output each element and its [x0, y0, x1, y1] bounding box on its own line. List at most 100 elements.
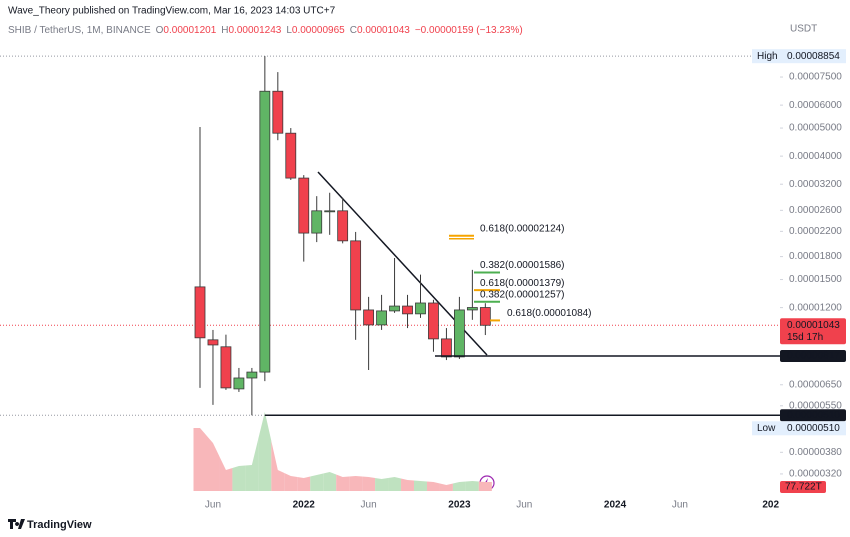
x-tick-label: Jun — [205, 500, 221, 511]
fib-label: 0.618(0.00001379) — [480, 278, 565, 289]
candle-body — [194, 286, 206, 339]
currency: USDT — [790, 24, 817, 35]
ohlc-value: 0.00001243 — [229, 25, 282, 36]
fib-label: 0.618(0.00002124) — [480, 223, 565, 234]
marker-label: High — [757, 51, 778, 62]
volume-area — [206, 435, 220, 491]
brand-logo — [8, 519, 25, 529]
last-price-badge — [780, 318, 846, 345]
volume-area — [336, 474, 350, 491]
candle-body — [350, 240, 362, 311]
y-tick-label: 0.00003200 — [789, 179, 842, 190]
candle-body — [363, 309, 375, 326]
candle-body — [220, 346, 232, 389]
y-tick-label: 0.00001800 — [789, 251, 842, 262]
y-tick-label: 0.00001200 — [789, 302, 842, 313]
marker-label: Low — [757, 423, 776, 434]
marker-badge — [752, 49, 846, 64]
symbol-line: SHIB / TetherUS, 1M, BINANCE O0.00001201 H… — [8, 25, 523, 36]
candle-body — [285, 132, 297, 179]
volume-area — [271, 441, 285, 491]
level-badge — [780, 349, 846, 362]
ohlc-letter: C — [350, 25, 357, 36]
candle-body — [441, 338, 452, 358]
y-tick-label: 0.00004000 — [789, 151, 842, 162]
candle-body — [233, 377, 245, 390]
y-tick-label: 0.00002600 — [789, 205, 842, 216]
candle-body — [376, 310, 387, 326]
x-tick-label: 202 — [762, 500, 779, 511]
ohlc-letter: O — [156, 25, 164, 36]
candle-body — [311, 210, 323, 234]
volume-area — [413, 480, 427, 491]
volume-area — [375, 478, 389, 491]
volume-area — [219, 456, 233, 491]
marker-badge — [752, 421, 846, 436]
candle-body — [207, 339, 219, 346]
volume-label: 77.722T — [785, 482, 822, 493]
volume-area — [297, 476, 311, 491]
candle-body — [389, 305, 400, 312]
fib-label: 0.382(0.00001257) — [480, 289, 565, 300]
level-badge-label: 0.00000510 — [787, 410, 840, 421]
y-tick-label: 0.00002200 — [789, 226, 842, 237]
y-tick-label: 0.00000380 — [789, 447, 842, 458]
publisher-line: Wave_Theory published on TradingView.com… — [8, 6, 336, 17]
symbol: SHIB / TetherUS, 1M, BINANCE — [8, 25, 151, 36]
x-tick-label: 2022 — [293, 500, 316, 511]
candle-body — [324, 210, 336, 213]
candle-body — [337, 210, 349, 242]
marker-value: 0.00008854 — [787, 51, 840, 62]
ohlc-value: 0.00001043 — [357, 25, 410, 36]
change: −0.00000159 (−13.23%) — [415, 25, 523, 36]
ohlc-letter: H — [221, 25, 228, 36]
volume-area — [452, 481, 466, 491]
candle-body — [479, 307, 491, 326]
marker-value: 0.00000510 — [787, 423, 840, 434]
brand: TradingView — [27, 519, 92, 531]
y-tick-label: 0.00000550 — [789, 400, 842, 411]
x-tick-label: 2023 — [448, 500, 471, 511]
fib-label: 0.382(0.00001586) — [480, 260, 565, 271]
x-tick-label: Jun — [672, 500, 688, 511]
x-tick-label: Jun — [516, 500, 532, 511]
volume-area — [193, 428, 207, 491]
volume-area — [426, 481, 440, 491]
volume-area — [323, 472, 337, 491]
candle-body — [428, 302, 439, 340]
candle-body — [298, 177, 310, 234]
countdown: 15d 17h — [787, 332, 823, 343]
volume-area — [349, 476, 363, 491]
volume-area — [310, 473, 324, 491]
fib-label: 0.618(0.00001084) — [507, 308, 592, 319]
volume-area — [388, 477, 402, 491]
level-badge — [780, 409, 846, 422]
y-tick-label: 0.00007500 — [789, 72, 842, 83]
volume-badge — [780, 481, 826, 493]
candle-body — [402, 305, 413, 315]
volume-area — [401, 478, 415, 491]
volume-area — [284, 473, 298, 491]
candle-body — [246, 371, 258, 379]
last-price: 0.00001043 — [787, 320, 840, 331]
candle-body — [453, 309, 465, 358]
y-tick-label: 0.00001500 — [789, 274, 842, 285]
y-tick-label: 0.00005000 — [789, 123, 842, 134]
x-tick-label: 2024 — [604, 500, 627, 511]
level-badge-label: 0.00000817 — [787, 351, 840, 362]
y-tick-label: 0.00006000 — [789, 100, 842, 111]
ohlc-value: 0.00000965 — [292, 25, 345, 36]
volume-area — [465, 481, 479, 491]
x-tick-label: Jun — [361, 500, 377, 511]
y-tick-label: 0.00000650 — [789, 379, 842, 390]
volume-area — [245, 438, 259, 491]
volume-area — [478, 481, 492, 491]
candle-body — [259, 90, 271, 373]
volume-area — [439, 483, 453, 491]
ohlc-value: 0.00001201 — [163, 25, 216, 36]
candle-body — [415, 302, 426, 315]
y-tick-label: 0.00000320 — [789, 469, 842, 480]
candle-body — [466, 307, 478, 311]
candle-body — [272, 90, 284, 134]
